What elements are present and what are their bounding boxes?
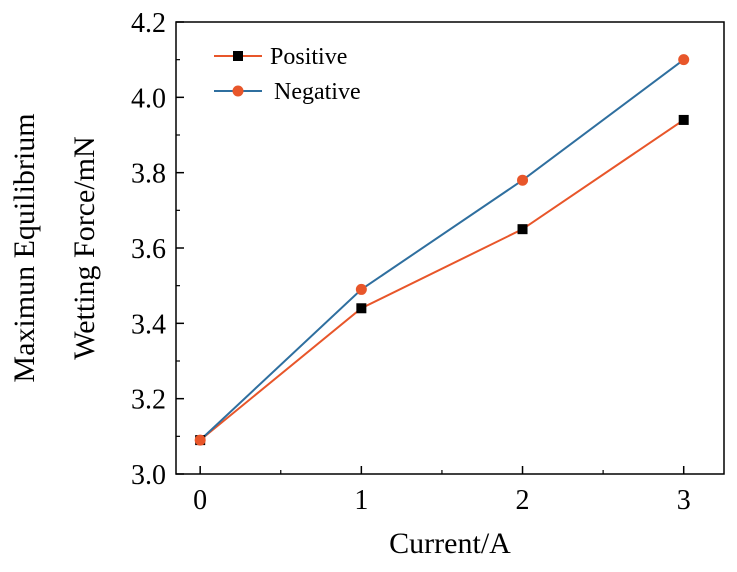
x-tick-label: 0 <box>193 485 207 516</box>
y-tick-label: 3.2 <box>131 385 166 416</box>
data-point-negative <box>678 54 690 66</box>
y-tick-label: 4.2 <box>131 8 166 39</box>
x-tick-label: 1 <box>354 485 368 516</box>
data-point-negative <box>355 283 367 295</box>
y-tick-label: 4.0 <box>131 83 166 114</box>
series-line-positive <box>199 119 685 441</box>
data-point-negative <box>517 174 529 186</box>
legend-label-positive: Positive <box>270 44 347 70</box>
legend-label-negative: Negative <box>274 79 361 105</box>
y-tick-label: 3.6 <box>131 234 166 265</box>
data-point-negative <box>194 434 206 446</box>
y-axis-label-line1: Maximun Equilibrium <box>8 113 41 382</box>
data-point-positive <box>517 224 528 235</box>
y-tick-label: 3.0 <box>131 460 166 491</box>
y-axis-label-line2: Wetting Force/mN <box>68 136 101 359</box>
y-tick-label: 3.4 <box>131 309 166 340</box>
data-point-positive <box>678 114 689 125</box>
x-axis-label: Current/A <box>389 527 511 560</box>
x-tick-label: 2 <box>516 485 530 516</box>
legend-marker-negative <box>232 85 244 97</box>
x-tick-label: 3 <box>677 485 691 516</box>
legend: Positive Negative <box>214 44 361 105</box>
legend-marker-positive <box>233 51 243 61</box>
data-point-positive <box>356 303 367 314</box>
series-line-negative <box>199 58 685 441</box>
y-tick-label: 3.8 <box>131 159 166 190</box>
